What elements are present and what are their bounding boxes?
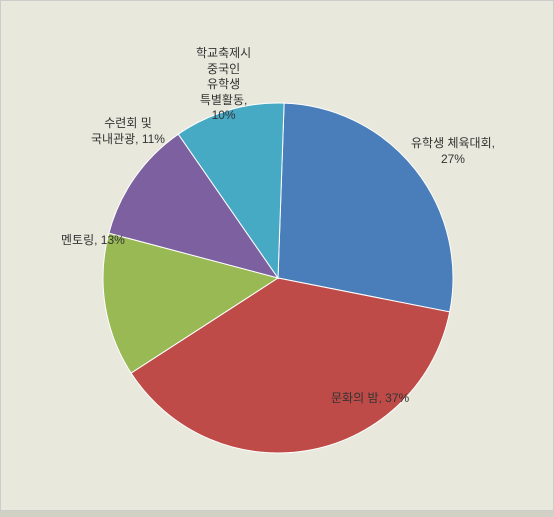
slice-label: 수련회 및국내관광, 11% bbox=[91, 116, 165, 147]
pie-slice bbox=[278, 103, 453, 312]
slice-label: 유학생 체육대회,27% bbox=[411, 136, 495, 167]
label-line: 수련회 및 bbox=[91, 116, 165, 132]
label-line: 멘토링, 13% bbox=[61, 233, 125, 249]
label-line: 27% bbox=[411, 152, 495, 168]
pie-chart-svg bbox=[1, 1, 554, 512]
label-line: 유학생 체육대회, bbox=[411, 136, 495, 152]
slice-label: 학교축제시중국인유학생특별활동,10% bbox=[196, 46, 251, 124]
label-line: 학교축제시 bbox=[196, 46, 251, 62]
pie-chart-container: 유학생 체육대회,27% 문화의 밤, 37% 멘토링, 13% 수련회 및국내관광,… bbox=[0, 0, 554, 511]
label-line: 특별활동, bbox=[196, 93, 251, 109]
label-line: 문화의 밤, 37% bbox=[331, 391, 409, 407]
label-line: 10% bbox=[196, 108, 251, 124]
slice-label: 문화의 밤, 37% bbox=[331, 391, 409, 407]
label-line: 유학생 bbox=[196, 77, 251, 93]
label-line: 중국인 bbox=[196, 62, 251, 78]
label-line: 국내관광, 11% bbox=[91, 132, 165, 148]
slice-label: 멘토링, 13% bbox=[61, 233, 125, 249]
